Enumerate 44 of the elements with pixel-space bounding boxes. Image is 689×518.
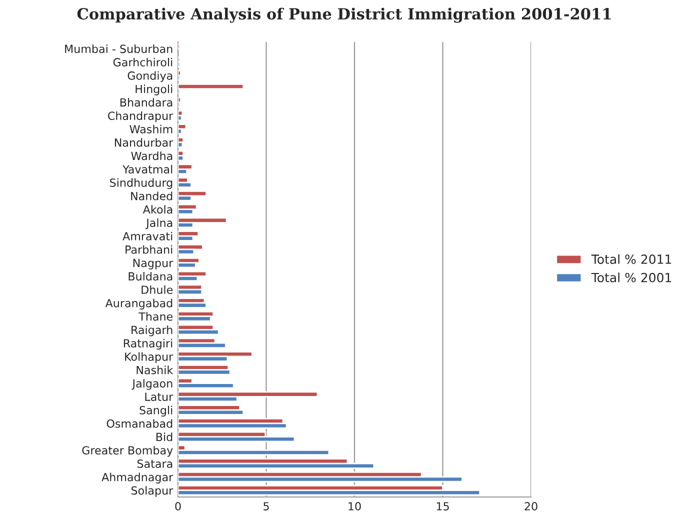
- y-tick-label: Yavatmal: [122, 164, 172, 174]
- x-tick-label: 15: [436, 502, 449, 510]
- y-tick-label: Jalna: [146, 218, 172, 230]
- y-tick-label: Amravati: [122, 232, 172, 240]
- y-tick-label: Raigarh: [132, 326, 172, 336]
- y-tick-label: Sindhudurg: [110, 178, 172, 190]
- y-tick-label: Ratnagiri: [124, 338, 172, 350]
- y-tick-label: Hingoli: [136, 84, 172, 96]
- y-tick-label: Nashik: [136, 366, 174, 374]
- bar: [178, 83, 244, 90]
- y-tick-label: Wardha: [131, 152, 172, 160]
- y-tick-label: Bid: [156, 432, 172, 442]
- y-tick-label: Nanded: [131, 192, 172, 200]
- y-tick-label: Gondiya: [128, 71, 172, 82]
- x-tick-label: 10: [348, 502, 361, 510]
- bar: [178, 449, 330, 456]
- chart-title: Comparative Analysis of Pune District Immigration 2001-2011: [77, 8, 611, 23]
- x-tick-label: 0: [175, 502, 181, 510]
- y-tick-label: Satara: [137, 460, 172, 468]
- y-tick-label: Latur: [145, 392, 174, 402]
- y-tick-label: Nagpur: [133, 258, 174, 270]
- y-tick-label: Ahmadnagar: [102, 472, 174, 484]
- y-tick-label: Aurangabad: [105, 298, 172, 310]
- y-tick-label: Chandrapur: [108, 111, 174, 122]
- y-tick-label: Sangli: [140, 406, 172, 417]
- y-tick-label: Bhandara: [120, 98, 172, 107]
- y-tick-label: Dhule: [142, 285, 173, 294]
- y-tick-label: Solapur: [131, 486, 174, 497]
- y-tick-label: Parbhani: [126, 245, 172, 254]
- y-tick-label: Buldana: [128, 272, 172, 281]
- y-tick-label: Kolhapur: [125, 352, 174, 364]
- y-tick-label: Akola: [142, 205, 172, 214]
- x-tick-label: 20: [524, 502, 538, 510]
- legend-label: Total % 2011: [591, 254, 672, 264]
- y-tick-label: Washim: [130, 124, 172, 134]
- legend-label: Total % 2001: [591, 272, 672, 282]
- y-tick-label: Osmanabad: [106, 419, 172, 428]
- y-tick-label: Jalgaon: [132, 379, 172, 390]
- y-tick-label: Garhchiroli: [113, 58, 172, 66]
- y-tick-label: Greater Bombay: [82, 446, 173, 457]
- y-tick-label: Nandurbar: [114, 138, 174, 147]
- y-tick-label: Mumbai - Suburban: [65, 44, 172, 54]
- x-tick-label: 5: [264, 502, 269, 510]
- y-tick-label: Thane: [138, 312, 173, 321]
